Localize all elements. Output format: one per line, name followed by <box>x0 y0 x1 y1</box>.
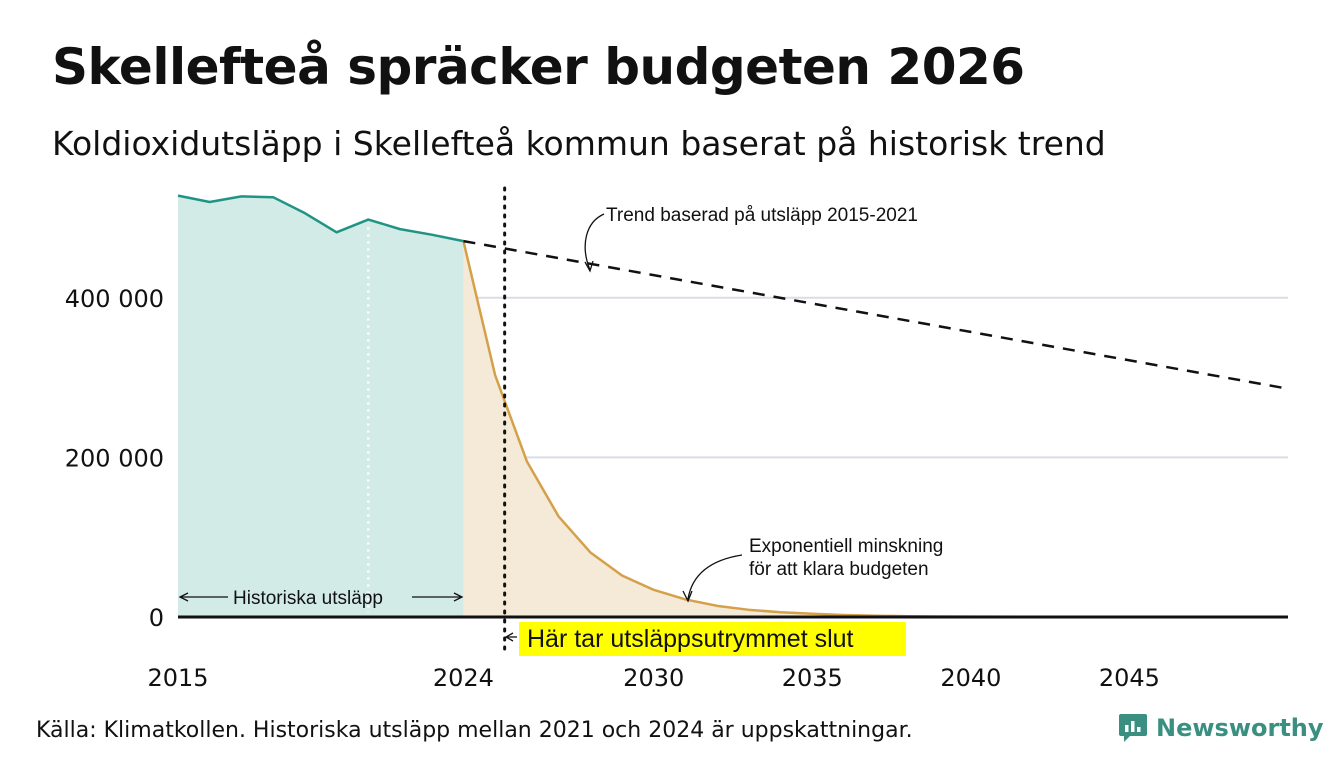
x-tick-label: 2045 <box>1099 664 1160 692</box>
x-tick-label: 2030 <box>623 664 684 692</box>
y-tick-label: 400 000 <box>65 285 164 313</box>
trend-annotation: Trend baserad på utsläpp 2015-2021 <box>606 205 918 226</box>
x-tick-label: 2024 <box>433 664 494 692</box>
source-note: Källa: Klimatkollen. Historiska utsläpp … <box>36 718 913 743</box>
y-tick-label: 0 <box>149 604 164 632</box>
exponential-arrowhead-icon <box>682 590 693 603</box>
historical-line <box>177 194 464 243</box>
chart-subtitle: Koldioxidutsläpp i Skellefteå kommun bas… <box>52 124 1106 163</box>
tick-layer: 0 200 000 400 000 2015 2024 2030 2035 2040 2045 <box>65 285 1160 692</box>
exponential-annotation-line2: för att klara budgeten <box>749 559 929 580</box>
budget-area <box>463 241 1288 617</box>
left-arrowhead-icon <box>178 592 189 602</box>
budget-end-label: Här tar utsläppsutrymmet slut <box>527 625 854 653</box>
exponential-annotation-arrow <box>687 554 743 600</box>
historical-annotation: Historiska utsläpp <box>233 588 383 609</box>
annotation-layer: Trend baserad på utsläpp 2015-2021 Expon… <box>178 205 943 656</box>
exponential-annotation-line1: Exponentiell minskning <box>749 536 943 557</box>
brand-logo[interactable]: Newsworthy <box>1118 712 1324 744</box>
line-layer <box>177 186 1289 656</box>
x-tick-label: 2040 <box>940 664 1001 692</box>
y-tick-label: 200 000 <box>65 444 164 472</box>
trend-dashed-line <box>463 239 1289 390</box>
budget-end-arrowhead-icon <box>504 632 514 642</box>
brand-name: Newsworthy <box>1156 714 1324 742</box>
x-tick-label: 2015 <box>147 664 208 692</box>
area-layer <box>178 195 1288 617</box>
chart-title: Skellefteå spräcker budgeten 2026 <box>52 38 1025 96</box>
right-arrowhead-icon <box>453 592 464 602</box>
newsworthy-chart-bubble-icon <box>1119 714 1147 742</box>
trend-arrowhead-icon <box>584 260 594 273</box>
trend-annotation-arrow <box>584 213 605 271</box>
budget-end-highlight <box>519 622 906 656</box>
x-tick-label: 2035 <box>782 664 843 692</box>
historical-area <box>178 195 464 617</box>
